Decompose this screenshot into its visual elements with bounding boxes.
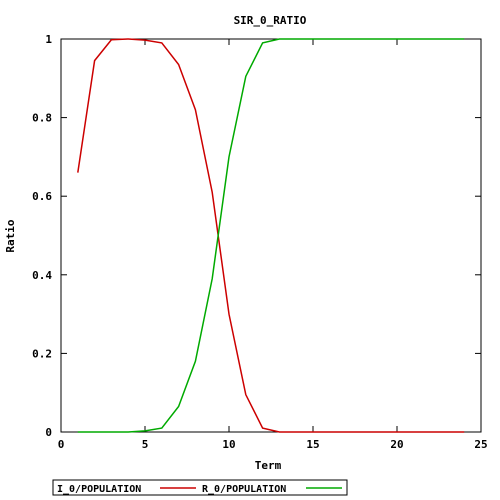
series-lines	[77, 38, 465, 433]
x-tick-label: 10	[222, 438, 235, 451]
x-tick-label: 20	[390, 438, 403, 451]
x-tick-label: 5	[142, 438, 149, 451]
series-line-1	[77, 38, 465, 433]
legend-box	[52, 479, 348, 496]
y-tick-label: 0.8	[32, 112, 52, 125]
x-tick-label: 25	[474, 438, 487, 451]
legend: I_0/POPULATION R_0/POPULATION	[52, 479, 348, 496]
legend-label-i0: I_0/POPULATION	[57, 484, 141, 495]
axis-ticks: 0 5 10 15 20 25 0 0.2 0.4 0.6 0.8 1	[32, 33, 488, 451]
x-tick-label: 15	[306, 438, 319, 451]
y-tick-label: 0	[45, 426, 52, 439]
series-line-0	[77, 38, 465, 433]
legend-label-r0: R_0/POPULATION	[202, 484, 286, 495]
y-axis-label: Ratio	[4, 219, 17, 252]
plot-frame	[60, 38, 482, 433]
y-tick-label: 0.6	[32, 190, 52, 203]
chart-title: SIR_0_RATIO	[234, 14, 307, 27]
y-tick-label: 0.4	[32, 269, 52, 282]
x-tick-label: 0	[58, 438, 65, 451]
y-tick-label: 1	[45, 33, 52, 46]
x-axis-label: Term	[255, 459, 282, 472]
y-tick-label: 0.2	[32, 347, 52, 360]
